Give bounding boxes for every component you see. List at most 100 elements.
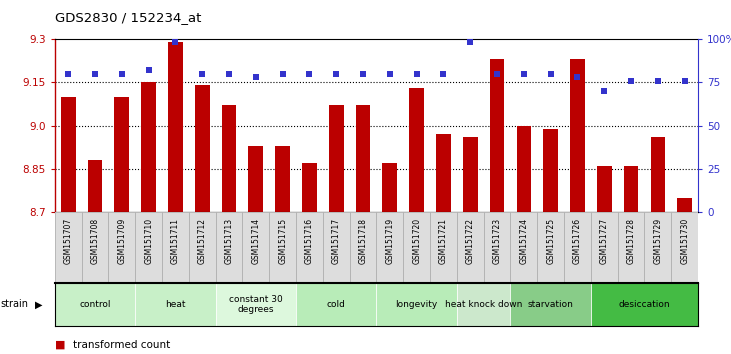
Bar [216, 283, 296, 326]
Bar [296, 212, 323, 283]
Text: starvation: starvation [528, 300, 574, 309]
Point [197, 71, 208, 76]
Text: GDS2830 / 152234_at: GDS2830 / 152234_at [55, 11, 201, 24]
Text: GSM151707: GSM151707 [64, 218, 72, 264]
Bar [618, 212, 645, 283]
Text: GSM151716: GSM151716 [305, 218, 314, 264]
Bar [409, 88, 424, 212]
Text: GSM151724: GSM151724 [520, 218, 529, 264]
Text: GSM151726: GSM151726 [573, 218, 582, 264]
Text: control: control [79, 300, 111, 309]
Point [411, 71, 423, 76]
Text: GSM151728: GSM151728 [626, 218, 635, 264]
Bar [484, 212, 510, 283]
Bar [671, 212, 698, 283]
Point [438, 71, 450, 76]
Text: GSM151727: GSM151727 [600, 218, 609, 264]
Text: GSM151725: GSM151725 [546, 218, 555, 264]
Text: GSM151730: GSM151730 [681, 218, 689, 264]
Text: GSM151718: GSM151718 [359, 218, 368, 264]
Point [625, 78, 637, 84]
Bar [115, 97, 129, 212]
Bar [269, 212, 296, 283]
Point [357, 71, 369, 76]
Text: desiccation: desiccation [618, 300, 670, 309]
Bar [135, 212, 162, 283]
Point [62, 71, 74, 76]
Text: GSM151708: GSM151708 [91, 218, 99, 264]
Text: constant 30
degrees: constant 30 degrees [229, 295, 283, 314]
Point [679, 78, 691, 84]
Bar [537, 212, 564, 283]
Bar [570, 59, 585, 212]
Bar [597, 166, 612, 212]
Text: ■: ■ [55, 340, 65, 350]
Bar [356, 105, 371, 212]
Bar [678, 198, 692, 212]
Bar [624, 166, 638, 212]
Bar [430, 212, 457, 283]
Text: GSM151719: GSM151719 [385, 218, 394, 264]
Text: ▶: ▶ [35, 299, 42, 309]
Text: transformed count: transformed count [73, 340, 170, 350]
Bar [108, 212, 135, 283]
Text: GSM151720: GSM151720 [412, 218, 421, 264]
Bar [276, 146, 290, 212]
Text: GSM151721: GSM151721 [439, 218, 448, 264]
Bar [490, 59, 504, 212]
Point [223, 71, 235, 76]
Bar [591, 212, 618, 283]
Bar [195, 85, 210, 212]
Bar [88, 160, 102, 212]
Point [518, 71, 530, 76]
Bar [404, 212, 430, 283]
Point [599, 88, 610, 94]
Bar [61, 97, 75, 212]
Text: heat knock down: heat knock down [445, 300, 523, 309]
Bar [463, 137, 477, 212]
Bar [591, 283, 698, 326]
Text: GSM151709: GSM151709 [118, 218, 126, 264]
Text: GSM151711: GSM151711 [171, 218, 180, 264]
Bar [189, 212, 216, 283]
Point [116, 71, 128, 76]
Text: GSM151714: GSM151714 [251, 218, 260, 264]
Point [143, 67, 154, 73]
Point [250, 74, 262, 80]
Bar [221, 105, 236, 212]
Point [303, 71, 315, 76]
Bar [296, 283, 376, 326]
Point [89, 71, 101, 76]
Bar [376, 283, 457, 326]
Bar [249, 146, 263, 212]
Text: strain: strain [1, 299, 29, 309]
Point [170, 40, 181, 45]
Bar [141, 82, 156, 212]
Bar [645, 212, 671, 283]
Text: GSM151710: GSM151710 [144, 218, 153, 264]
Bar [651, 137, 665, 212]
Bar [510, 283, 591, 326]
Bar [302, 163, 317, 212]
Bar [382, 163, 397, 212]
Bar [517, 126, 531, 212]
Point [330, 71, 342, 76]
Point [652, 78, 664, 84]
Text: GSM151712: GSM151712 [198, 218, 207, 264]
Bar [510, 212, 537, 283]
Bar [329, 105, 344, 212]
Bar [457, 212, 484, 283]
Text: GSM151722: GSM151722 [466, 218, 474, 264]
Bar [543, 129, 558, 212]
Bar [349, 212, 376, 283]
Point [545, 71, 556, 76]
Bar [82, 212, 108, 283]
Bar [135, 283, 216, 326]
Point [572, 74, 583, 80]
Bar [457, 283, 510, 326]
Bar [436, 134, 451, 212]
Bar [243, 212, 269, 283]
Text: heat: heat [165, 300, 186, 309]
Text: longevity: longevity [395, 300, 438, 309]
Point [277, 71, 289, 76]
